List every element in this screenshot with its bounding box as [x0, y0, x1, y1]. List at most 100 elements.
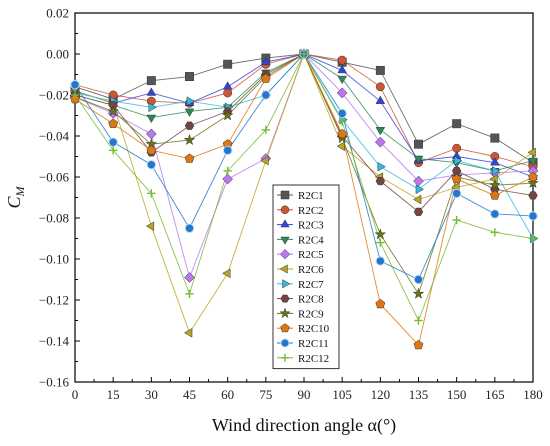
legend-label-r2c2: R2C2: [298, 205, 324, 217]
legend-marker-r2c5: [279, 249, 291, 260]
data-point-r2c3: [337, 64, 347, 74]
data-point-r2c2: [375, 82, 385, 92]
data-point-r2c7: [377, 161, 386, 172]
y-axis-title-main: C: [4, 196, 24, 209]
data-point-r2c6: [336, 141, 345, 152]
data-point-r2c7: [492, 166, 501, 176]
data-point-r2c10: [375, 298, 386, 309]
legend-label-r2c4: R2C4: [298, 234, 324, 246]
data-point-r2c11: [108, 137, 118, 147]
data-point-r2c1: [146, 76, 156, 86]
data-point-r2c11: [261, 90, 271, 100]
data-point-r2c9: [527, 176, 539, 189]
series-line-r2c2: [74, 53, 534, 168]
data-point-r2c7: [415, 184, 425, 195]
data-point-r2c12: [376, 238, 385, 247]
x-tick-label: 90: [298, 387, 311, 402]
data-point-r2c1: [414, 139, 423, 149]
legend-marker-r2c7: [282, 279, 291, 289]
y-tick-label: −0.06: [39, 170, 70, 185]
y-tick-label: −0.16: [39, 375, 70, 390]
data-point-r2c11: [222, 145, 233, 156]
x-tick-label: 150: [447, 387, 467, 402]
data-point-r2c10: [260, 73, 271, 83]
y-tick-label: −0.04: [39, 129, 70, 144]
legend-marker-r2c10: [280, 323, 290, 333]
data-point-r2c9: [412, 287, 425, 299]
data-point-r2c11: [451, 188, 462, 199]
y-tick-label: −0.08: [39, 211, 69, 226]
data-point-r2c12: [261, 125, 271, 135]
x-tick-label: 30: [145, 387, 158, 402]
data-point-r2c4: [184, 108, 195, 117]
data-point-r2c2: [146, 96, 156, 106]
data-point-r2c10: [451, 173, 462, 184]
data-point-r2c6: [145, 221, 155, 231]
data-point-r2c5: [336, 87, 348, 99]
legend-label-r2c12: R2C12: [298, 353, 329, 365]
data-point-r2c5: [145, 128, 157, 140]
data-point-r2c6: [183, 328, 193, 338]
x-tick-label: 15: [107, 387, 120, 402]
data-point-r2c10: [108, 118, 119, 128]
data-point-r2c3: [222, 81, 233, 90]
series-line-r2c4: [74, 53, 534, 172]
data-point-r2c10: [184, 153, 195, 163]
legend: R2C1 R2C2 R2C3 R2C4 R2C5 R2C6 R2C7 R2C8 R2C9 R2C1…: [272, 184, 340, 370]
x-tick-label: 135: [409, 387, 429, 402]
data-point-r2c5: [374, 136, 386, 148]
data-point-r2c5: [184, 272, 195, 283]
data-point-r2c11: [528, 211, 538, 221]
x-tick-label: 180: [523, 387, 543, 402]
legend-box: [272, 184, 340, 370]
y-axis-title: CM: [4, 185, 27, 208]
data-point-r2c1: [223, 59, 233, 69]
data-point-r2c12: [528, 234, 538, 243]
data-point-r2c9: [183, 133, 196, 146]
legend-label-r2c11: R2C11: [298, 338, 329, 350]
x-axis-title: Wind direction angle α(°): [212, 415, 396, 436]
data-point-r2c5: [413, 175, 424, 187]
data-point-r2c12: [223, 166, 232, 176]
data-point-r2c1: [452, 119, 462, 129]
data-point-r2c3: [375, 95, 386, 104]
legend-marker-r2c2: [280, 205, 290, 215]
data-point-r2c10: [146, 145, 157, 155]
data-point-r2c9: [488, 178, 501, 191]
data-point-r2c2: [337, 55, 347, 65]
x-tick-label: 0: [72, 387, 79, 402]
legend-label-r2c8: R2C8: [298, 294, 324, 306]
legend-marker-r2c11: [280, 338, 290, 348]
data-point-r2c12: [490, 228, 500, 237]
data-point-r2c11: [337, 108, 347, 119]
data-point-r2c11: [184, 223, 195, 233]
data-point-r2c3: [490, 157, 500, 166]
legend-label-r2c10: R2C10: [298, 323, 330, 335]
data-point-r2c3: [261, 56, 271, 65]
data-point-r2c12: [299, 49, 309, 59]
data-point-r2c4: [337, 75, 347, 85]
data-point-r2c12: [108, 146, 118, 155]
data-point-r2c10: [413, 339, 424, 350]
legend-label-r2c5: R2C5: [298, 249, 324, 261]
data-point-r2c3: [146, 87, 157, 96]
legend-label-r2c7: R2C7: [298, 279, 324, 291]
data-point-r2c1: [375, 65, 385, 75]
data-point-r2c9: [374, 228, 387, 240]
y-axis-title-subscript: M: [13, 185, 27, 197]
y-tick-label: −0.10: [39, 252, 69, 267]
y-tick-label: −0.14: [39, 334, 70, 349]
data-point-r2c8: [413, 207, 424, 216]
data-point-r2c1: [490, 133, 500, 143]
legend-marker-r2c6: [279, 264, 288, 274]
data-point-r2c8: [528, 191, 538, 200]
data-point-r2c12: [147, 189, 156, 198]
data-point-r2c4: [375, 127, 386, 136]
data-point-r2c6: [222, 268, 231, 279]
y-tick-label: −0.12: [39, 293, 69, 308]
legend-marker-r2c9: [279, 307, 291, 319]
legend-marker-r2c4: [280, 236, 290, 245]
x-tick-label: 105: [332, 387, 352, 402]
legend-label-r2c6: R2C6: [298, 264, 324, 276]
